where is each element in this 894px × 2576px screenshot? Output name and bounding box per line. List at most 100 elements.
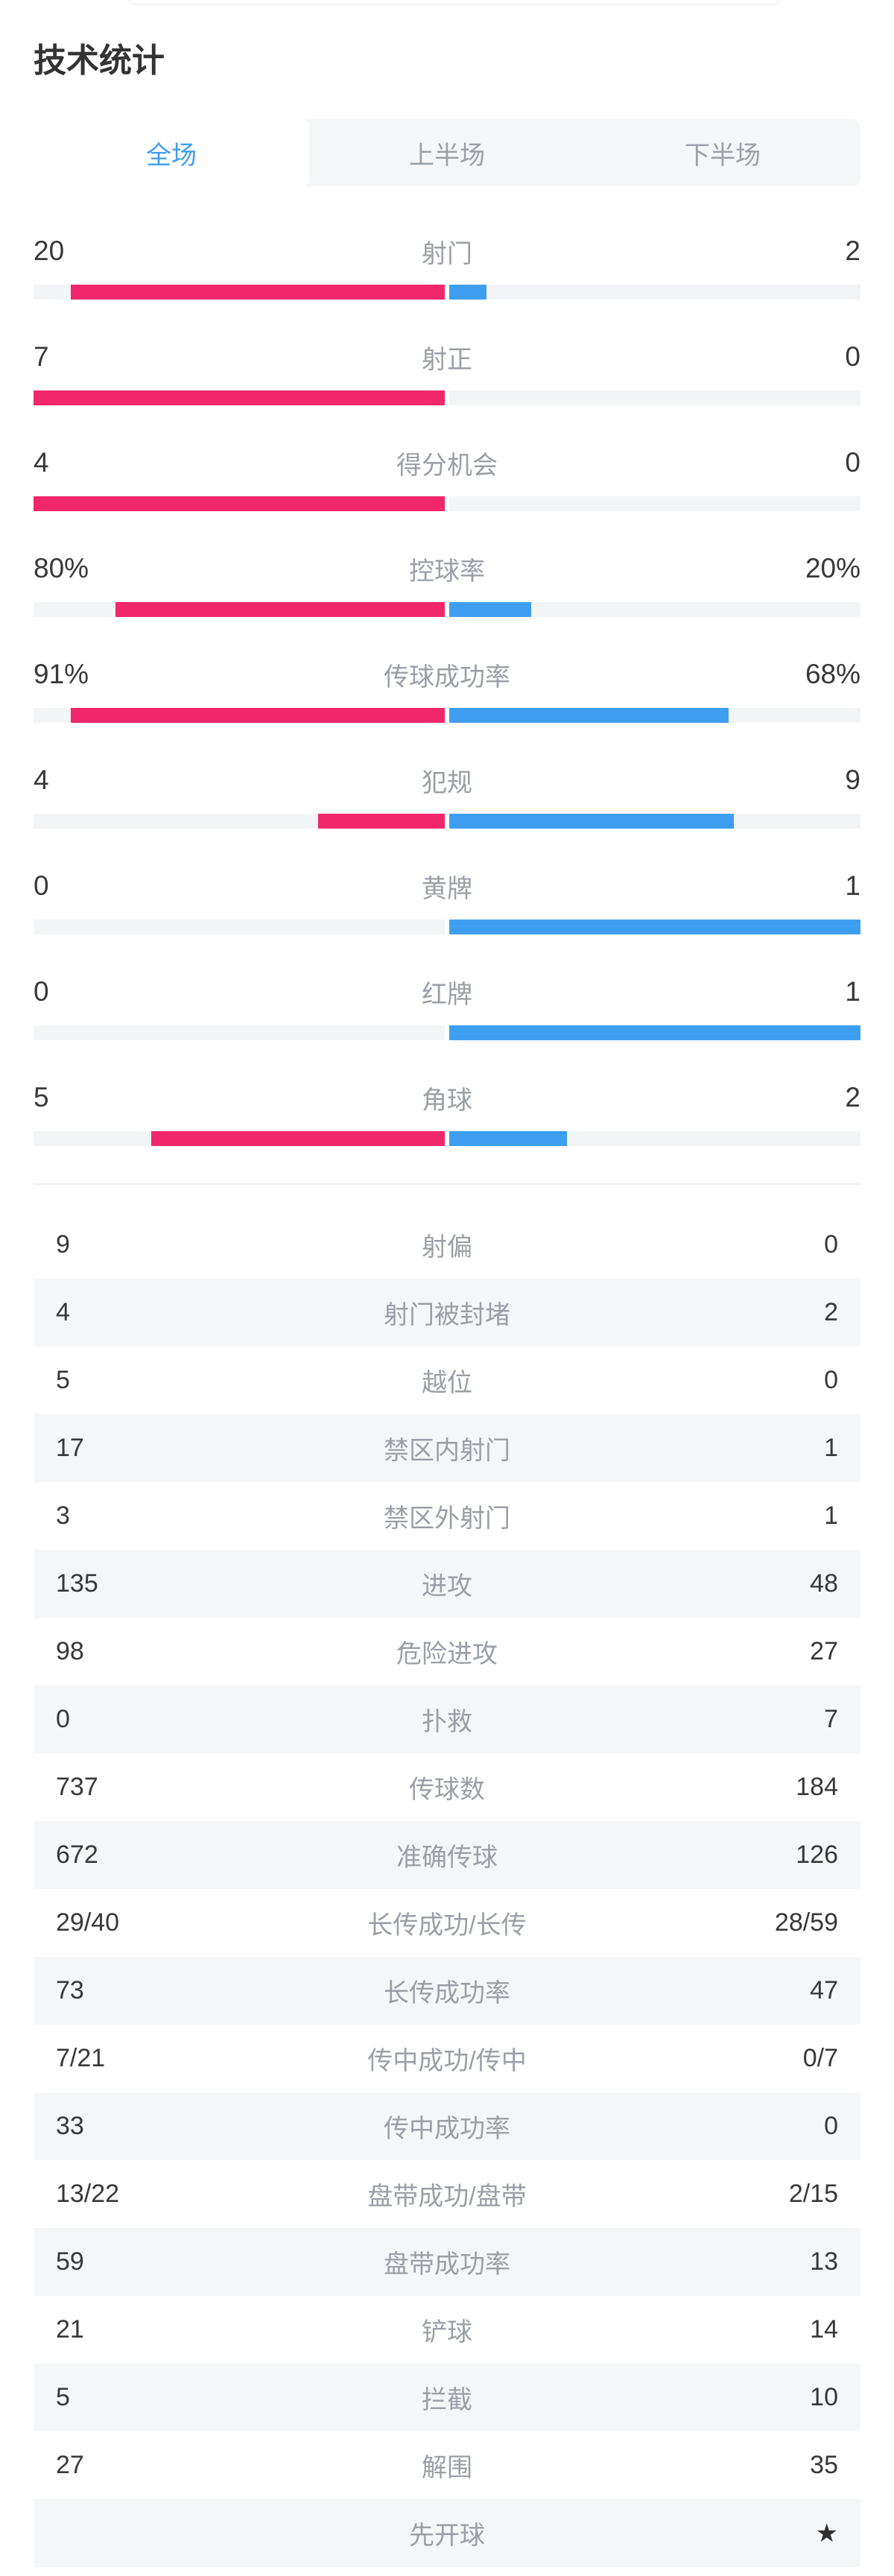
- stat-label: 射正: [422, 345, 472, 374]
- home-bar: [70, 708, 445, 723]
- stat-bar-track: [34, 496, 860, 511]
- away-bar: [449, 920, 860, 934]
- stat-bar-track: [34, 1025, 860, 1040]
- home-value: 17: [56, 1434, 84, 1462]
- away-bar: [449, 814, 735, 829]
- away-value: 2: [845, 1082, 860, 1113]
- home-value: 3: [56, 1501, 70, 1530]
- home-value: 91%: [34, 659, 89, 689]
- home-value: 5: [34, 1082, 49, 1113]
- away-bar: [449, 1131, 567, 1146]
- stat-bar-track: [34, 390, 860, 405]
- away-value: 0: [845, 341, 860, 372]
- away-value: 0: [824, 1230, 838, 1259]
- home-value: 4: [34, 765, 49, 795]
- period-tabs: 全场 上半场 下半场: [34, 119, 860, 186]
- page-title: 技术统计: [34, 42, 165, 79]
- tab-full-match-label: 全场: [146, 141, 197, 170]
- away-bar: [449, 1025, 860, 1040]
- stat-bar-track: [34, 1131, 860, 1146]
- list-stat-row: 先开球 ★: [34, 2499, 860, 2567]
- home-value: 672: [56, 1841, 98, 1869]
- home-value: 33: [56, 2112, 84, 2140]
- stat-label: 长传成功率: [384, 1979, 510, 2007]
- list-stat-row: 21 铲球 14: [34, 2296, 860, 2364]
- list-stat-row: 4 射门被封堵 2: [34, 1279, 860, 1346]
- away-value: 1: [824, 1434, 838, 1462]
- stat-label: 控球率: [409, 557, 485, 586]
- home-value: 20: [34, 235, 65, 266]
- tab-full-match[interactable]: 全场: [34, 119, 309, 186]
- stat-bar-track: [34, 814, 860, 829]
- home-value: 4: [56, 1298, 70, 1326]
- bar-stat-row: 4 得分机会 0: [34, 420, 860, 526]
- bar-stat-row: 20 射门 2: [34, 209, 860, 314]
- away-value: 126: [796, 1841, 838, 1869]
- home-bar: [150, 1131, 445, 1146]
- home-value: 0: [56, 1705, 70, 1733]
- stat-label: 盘带成功/盘带: [367, 2183, 527, 2211]
- tab-second-half[interactable]: 下半场: [585, 119, 860, 186]
- away-value: 13: [810, 2247, 838, 2276]
- stat-label: 犯规: [422, 768, 472, 797]
- stat-bar-track: [34, 602, 860, 617]
- list-stat-row: 7/21 传中成功/传中 0/7: [34, 2025, 860, 2092]
- bar-stat-row: 0 红牌 1: [34, 949, 860, 1055]
- section-divider: [34, 1183, 860, 1185]
- home-bar: [34, 390, 445, 405]
- home-value: 0: [34, 976, 49, 1007]
- bar-stat-row: 5 角球 2: [34, 1055, 860, 1161]
- stat-label: 传中成功/传中: [367, 2047, 527, 2075]
- stat-label: 射门: [422, 239, 472, 268]
- home-value: 9: [56, 1230, 70, 1259]
- home-value: 7: [34, 341, 49, 372]
- stat-label: 准确传球: [396, 1844, 498, 1872]
- away-value: 9: [845, 765, 860, 795]
- tab-first-half[interactable]: 上半场: [309, 119, 585, 186]
- home-value: 80%: [34, 553, 89, 583]
- stat-label: 得分机会: [396, 451, 498, 480]
- home-bar: [71, 285, 445, 300]
- bar-stats-section: 20 射门 2 7 射正 0 4 得分机会 0: [34, 209, 860, 1161]
- home-value: 5: [56, 2383, 70, 2411]
- tab-first-half-label: 上半场: [409, 141, 485, 170]
- list-stat-row: 5 越位 0: [34, 1346, 860, 1414]
- away-value: 2: [824, 1298, 838, 1326]
- tab-second-half-label: 下半场: [685, 141, 761, 170]
- stat-label: 黄牌: [422, 874, 472, 903]
- list-stat-row: 59 盘带成功率 13: [34, 2228, 860, 2296]
- list-stat-row: 737 传球数 184: [34, 1753, 860, 1821]
- bar-stat-row: 91% 传球成功率 68%: [34, 632, 860, 738]
- stat-label: 禁区外射门: [384, 1504, 510, 1533]
- bar-stat-row: 80% 控球率 20%: [34, 526, 860, 632]
- kickoff-star-icon: ★: [815, 2519, 838, 2548]
- list-stat-row: 5 拦截 10: [34, 2364, 860, 2431]
- away-bar: [449, 285, 487, 300]
- stat-label: 先开球: [409, 2522, 485, 2550]
- stat-label: 射门被封堵: [384, 1301, 510, 1329]
- away-value: 28/59: [774, 1908, 838, 1937]
- home-value: 5: [56, 1366, 70, 1394]
- away-value: 47: [810, 1976, 838, 2004]
- stat-label: 角球: [422, 1086, 472, 1115]
- stat-label: 解围: [422, 2454, 472, 2482]
- list-stat-row: 13/22 盘带成功/盘带 2/15: [34, 2160, 860, 2228]
- stat-label: 拦截: [422, 2386, 472, 2414]
- home-value: 27: [56, 2451, 84, 2479]
- away-value: 48: [810, 1569, 838, 1598]
- stat-label: 红牌: [422, 980, 472, 1009]
- stat-label: 射偏: [422, 1233, 472, 1262]
- home-value: 59: [56, 2247, 84, 2276]
- stat-label: 长传成功/长传: [367, 1911, 527, 1940]
- away-value: 0: [824, 1366, 838, 1394]
- home-value: 135: [56, 1569, 98, 1598]
- list-stat-row: 27 解围 35: [34, 2431, 860, 2499]
- list-stat-row: 3 禁区外射门 1: [34, 1482, 860, 1550]
- list-stat-row: 29/40 长传成功/长传 28/59: [34, 1889, 860, 1957]
- stat-bar-track: [34, 708, 860, 723]
- stat-label: 禁区内射门: [384, 1437, 510, 1465]
- list-stats-section: 9 射偏 0 4 射门被封堵 2 5 越位 0 17 禁区内射门 1 3 禁区外…: [34, 1211, 860, 2567]
- bar-stat-row: 4 犯规 9: [34, 738, 860, 844]
- list-stat-row: 0 扑救 7: [34, 1686, 860, 1753]
